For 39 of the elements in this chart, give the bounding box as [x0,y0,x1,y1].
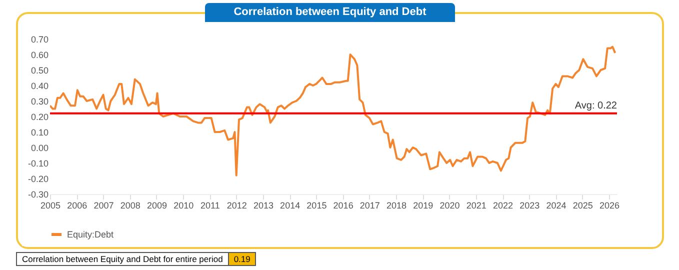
x-tick-label: 2020 [440,200,460,210]
ref-line-label: Avg: 0.22 [574,100,618,112]
y-tick-label: 0.70 [30,34,48,44]
y-tick-label: 0.10 [30,128,48,138]
x-tick-label: 2008 [120,200,140,210]
x-tick-label: 2011 [200,200,220,210]
x-tick-label: 2018 [386,200,407,210]
x-tick-label: 2006 [67,200,88,210]
x-tick-label: 2017 [360,200,380,210]
x-tick-label: 2016 [333,200,354,210]
x-tick-label: 2023 [520,200,540,210]
legend-label: Equity:Debt [67,230,114,240]
y-tick-label: 0.00 [30,143,48,153]
line-series [50,46,616,176]
x-tick-label: 2009 [146,200,167,210]
x-tick-label: 2015 [306,200,327,210]
x-tick-label: 2013 [253,200,274,210]
y-tick-label: 0.60 [30,50,48,60]
x-tick-label: 2021 [466,200,486,210]
y-tick-label: -0.20 [28,174,48,184]
x-tick-label: 2024 [546,200,566,210]
x-tick-label: 2010 [174,200,194,210]
x-tick-label: 2026 [600,200,620,210]
y-tick-label: 0.20 [30,112,48,122]
x-tick-label: 2022 [493,200,514,210]
y-tick-label: -0.30 [28,190,48,200]
chart-title: Correlation between Equity and Debt [205,3,455,22]
text: 0.19 [228,253,256,265]
text: Correlation between Equity and Debt for entire period [21,253,224,265]
x-tick-label: 2025 [572,200,593,210]
x-tick-label: 2019 [413,200,434,210]
y-tick-label: -0.10 [28,158,48,168]
y-tick-label: 0.30 [30,96,48,106]
x-tick-label: 2007 [94,200,114,210]
y-tick-label: 0.50 [30,66,48,76]
x-tick-label: 2014 [280,200,300,210]
x-tick-label: 2005 [40,200,61,210]
y-tick-label: 0.40 [30,81,48,91]
x-tick-label: 2012 [226,200,247,210]
